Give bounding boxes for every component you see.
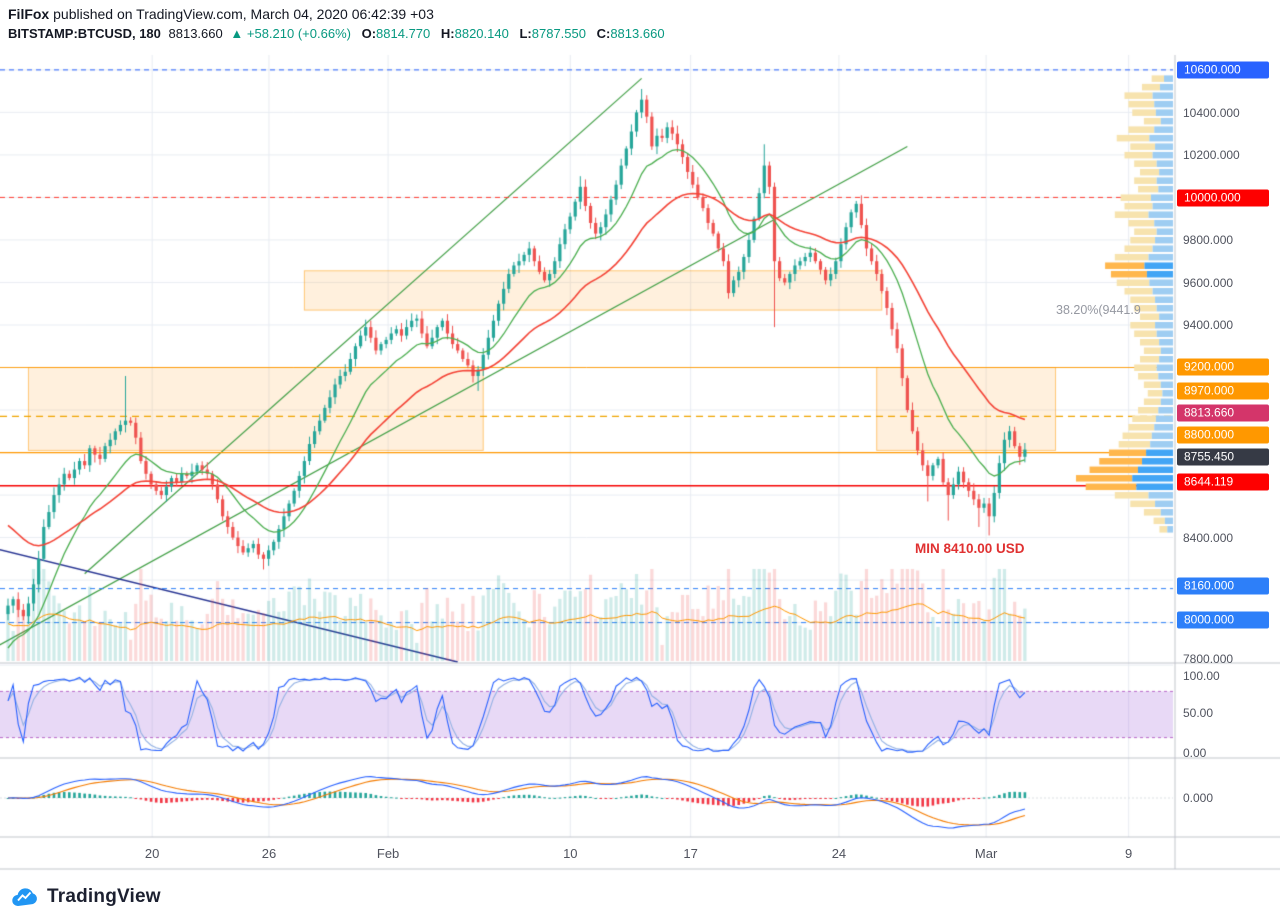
high-label: H: [440,26,455,41]
price-axis[interactable]: 10600.000 10400.000 10200.000 10000.000 9800… [1175,0,1280,869]
price-axis-tick: 8400.000 [1183,531,1234,545]
low-value: 8787.550 [531,26,586,41]
time-axis-label: 24 [831,846,847,861]
min-price-annotation[interactable]: MIN 8410.00 USD [915,541,1025,556]
fib-retracement-label[interactable]: 38.20%(9441.9 [1056,303,1141,317]
price-axis-chip: 9200.000 [1177,358,1269,376]
price-axis-chip: 8000.000 [1177,611,1269,629]
price-axis-tick: 9800.000 [1183,233,1234,247]
open-label: O: [361,26,377,41]
open-value: 8814.770 [376,26,431,41]
time-axis-label: Mar [974,846,998,861]
price-axis-tick: 100.00 [1183,669,1220,683]
time-axis-label: 26 [261,846,277,861]
direction-arrow-icon: ▲ [230,26,244,41]
time-axis-label: Feb [376,846,400,861]
price-axis-chip: 8970.000 [1177,382,1269,400]
price-axis-tick: 0.00 [1183,746,1207,760]
price-axis-chip: 8160.000 [1177,577,1269,595]
time-axis-label: 9 [1124,846,1133,861]
price-axis-tick: 9600.000 [1183,276,1234,290]
price-axis-tick: 10400.000 [1183,106,1240,120]
low-label: L: [519,26,532,41]
price-axis-chip: 8644.119 [1177,473,1269,491]
tradingview-logo-text: TradingView [47,886,161,907]
price-axis-tick: 50.00 [1183,706,1214,720]
close-label: C: [596,26,611,41]
chart-header: FilFox published on TradingView.com, Mar… [8,6,665,41]
symbol-line: BITSTAMP:BTCUSD, 180 8813.660 ▲ +58.210 … [8,26,665,41]
time-axis-label: 17 [683,846,698,861]
publish-line: FilFox published on TradingView.com, Mar… [8,6,665,22]
last-price: 8813.660 [168,26,223,41]
publish-info: published on TradingView.com, March 04, … [49,6,434,22]
time-axis[interactable]: 20 26 Feb 10 17 24 Mar 9 [0,837,1175,869]
price-axis-chip: 10600.000 [1177,61,1269,79]
author-name[interactable]: FilFox [8,6,50,22]
tradingview-logo-icon [12,888,37,907]
price-axis-chip: 10000.000 [1177,189,1269,207]
price-axis-chip: 8800.000 [1177,426,1269,444]
symbol-title[interactable]: BITSTAMP:BTCUSD, 180 [8,26,161,41]
time-axis-label: 20 [144,846,160,861]
price-axis-tick: 10200.000 [1183,148,1240,162]
price-axis-chip: 8755.450 [1177,448,1269,466]
time-axis-label: 10 [563,846,578,861]
price-axis-tick: 7800.000 [1183,652,1234,666]
high-value: 8820.140 [454,26,509,41]
price-change: +58.210 (+0.66%) [246,26,351,41]
price-axis-chip: 8813.660 [1177,404,1269,422]
price-axis-tick: 0.000 [1183,791,1214,805]
price-axis-tick: 9400.000 [1183,318,1234,332]
tradingview-logo[interactable]: TradingView [10,882,161,912]
close-value: 8813.660 [610,26,665,41]
